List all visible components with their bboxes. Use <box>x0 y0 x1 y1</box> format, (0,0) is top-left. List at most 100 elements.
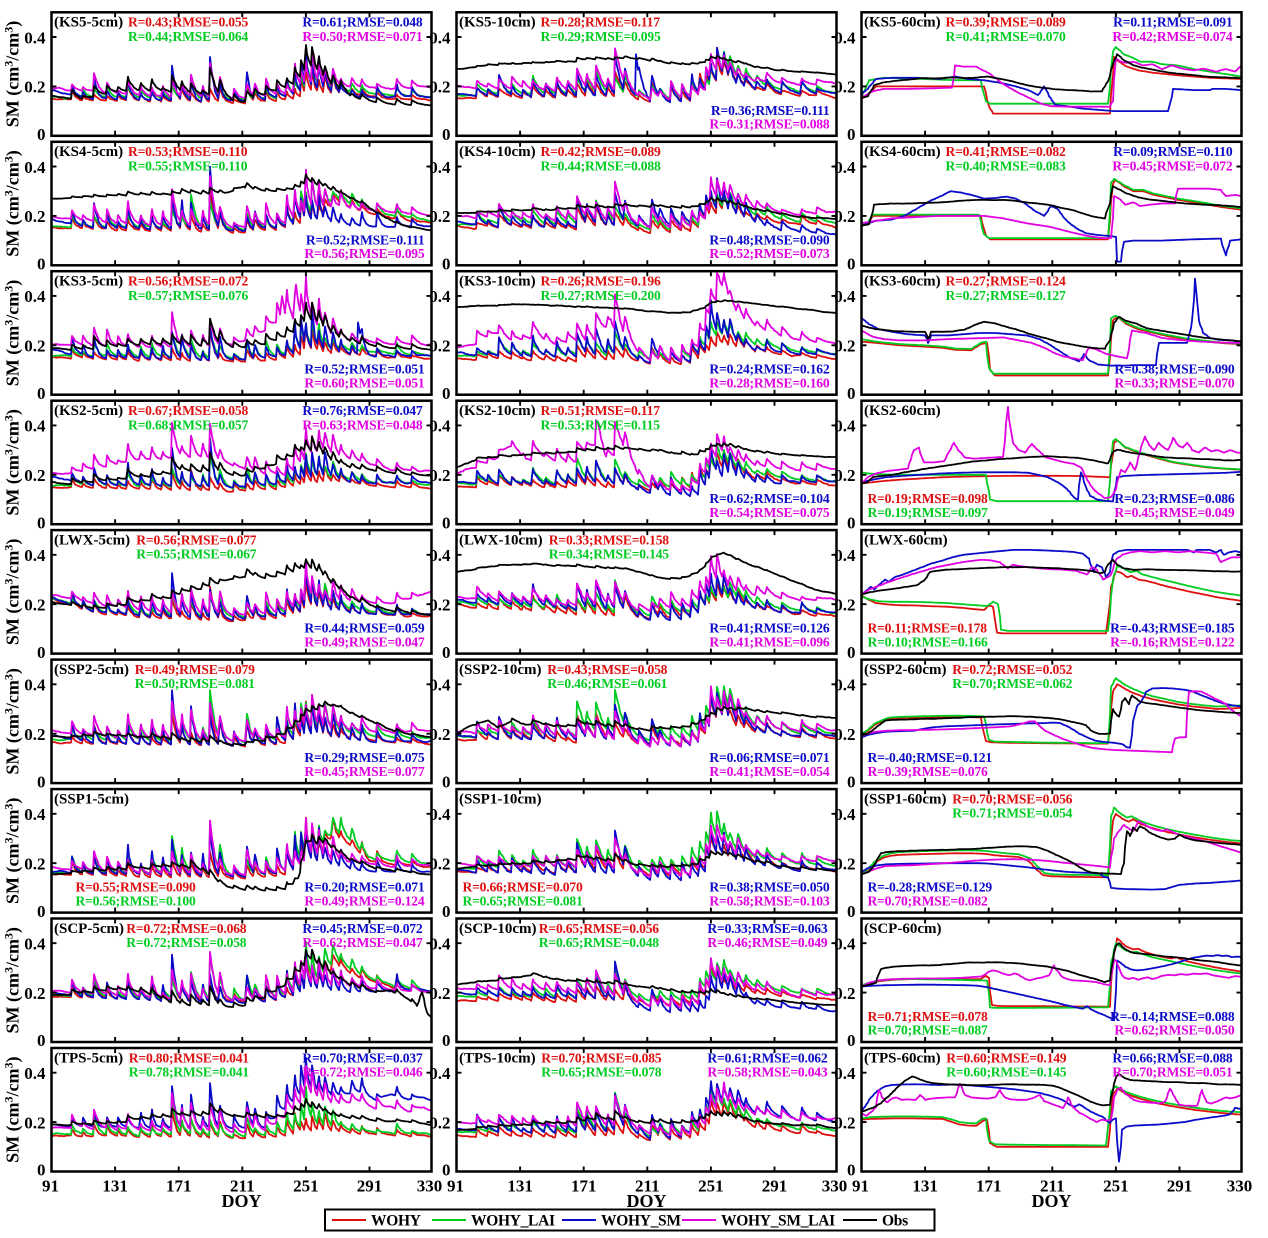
svg-text:SM (cm3/cm3): SM (cm3/cm3) <box>2 280 24 386</box>
svg-text:330: 330 <box>417 1177 443 1196</box>
svg-text:SM (cm3/cm3): SM (cm3/cm3) <box>2 798 24 904</box>
svg-text:0: 0 <box>847 1161 856 1180</box>
svg-text:0.4: 0.4 <box>834 417 856 436</box>
svg-text:0: 0 <box>37 902 46 921</box>
svg-text:0.2: 0.2 <box>24 855 45 874</box>
svg-text:0.2: 0.2 <box>24 1113 45 1132</box>
svg-text:0: 0 <box>847 1031 856 1050</box>
svg-text:R=0.60;RMSE=0.051: R=0.60;RMSE=0.051 <box>304 375 424 390</box>
svg-text:0.2: 0.2 <box>24 78 45 97</box>
svg-text:131: 131 <box>912 1177 938 1196</box>
svg-text:WOHY_LAI: WOHY_LAI <box>471 1213 555 1230</box>
svg-text:0: 0 <box>442 1031 451 1050</box>
svg-text:R=0.56;RMSE=0.077: R=0.56;RMSE=0.077 <box>136 532 256 547</box>
svg-text:0.2: 0.2 <box>24 466 45 485</box>
svg-text:R=0.39;RMSE=0.076: R=0.39;RMSE=0.076 <box>868 764 988 779</box>
svg-text:R=0.51;RMSE=0.117: R=0.51;RMSE=0.117 <box>541 403 661 418</box>
svg-text:R=0.06;RMSE=0.071: R=0.06;RMSE=0.071 <box>709 750 829 765</box>
svg-text:R=0.61;RMSE=0.048: R=0.61;RMSE=0.048 <box>302 15 422 30</box>
svg-text:0: 0 <box>847 902 856 921</box>
svg-text:R=0.70;RMSE=0.037: R=0.70;RMSE=0.037 <box>302 1050 422 1065</box>
svg-text:0: 0 <box>442 1161 451 1180</box>
svg-text:171: 171 <box>166 1177 192 1196</box>
svg-text:0: 0 <box>37 255 46 274</box>
svg-text:211: 211 <box>635 1177 660 1196</box>
svg-text:R=0.50;RMSE=0.071: R=0.50;RMSE=0.071 <box>302 29 422 44</box>
svg-text:0: 0 <box>37 1161 46 1180</box>
svg-text:R=0.27;RMSE=0.127: R=0.27;RMSE=0.127 <box>946 288 1066 303</box>
svg-text:DOY: DOY <box>1032 1191 1072 1211</box>
svg-text:0: 0 <box>847 643 856 662</box>
svg-text:(KS2-60cm): (KS2-60cm) <box>864 403 941 419</box>
svg-text:0.2: 0.2 <box>429 1113 450 1132</box>
svg-text:(TPS-60cm): (TPS-60cm) <box>864 1050 941 1066</box>
svg-text:0.4: 0.4 <box>834 805 856 824</box>
svg-text:0.2: 0.2 <box>834 466 855 485</box>
svg-text:(SSP1-60cm): (SSP1-60cm) <box>864 791 947 807</box>
svg-text:R=0.41;RMSE=0.054: R=0.41;RMSE=0.054 <box>709 764 829 779</box>
svg-text:WOHY: WOHY <box>371 1213 421 1230</box>
svg-text:R=0.20;RMSE=0.071: R=0.20;RMSE=0.071 <box>304 880 424 895</box>
svg-text:0.4: 0.4 <box>429 805 451 824</box>
svg-text:(KS4-10cm): (KS4-10cm) <box>459 144 536 160</box>
svg-text:131: 131 <box>102 1177 128 1196</box>
svg-text:0.2: 0.2 <box>429 725 450 744</box>
svg-text:(TPS-10cm): (TPS-10cm) <box>459 1050 536 1066</box>
svg-text:R=0.70;RMSE=0.056: R=0.70;RMSE=0.056 <box>952 791 1072 806</box>
svg-text:R=0.31;RMSE=0.088: R=0.31;RMSE=0.088 <box>709 117 829 132</box>
svg-text:0.4: 0.4 <box>834 676 856 695</box>
svg-text:0.4: 0.4 <box>24 28 46 47</box>
svg-text:R=0.45;RMSE=0.072: R=0.45;RMSE=0.072 <box>302 921 422 936</box>
svg-text:R=0.72;RMSE=0.058: R=0.72;RMSE=0.058 <box>126 935 246 950</box>
svg-text:0: 0 <box>442 643 451 662</box>
svg-text:R=0.43;RMSE=0.055: R=0.43;RMSE=0.055 <box>128 15 248 30</box>
svg-text:R=0.33;RMSE=0.070: R=0.33;RMSE=0.070 <box>1114 375 1234 390</box>
svg-text:R=0.44;RMSE=0.088: R=0.44;RMSE=0.088 <box>541 158 661 173</box>
svg-text:330: 330 <box>1227 1177 1253 1196</box>
svg-text:SM (cm3/cm3): SM (cm3/cm3) <box>2 21 24 127</box>
svg-text:R=0.55;RMSE=0.067: R=0.55;RMSE=0.067 <box>136 547 256 562</box>
svg-text:R=0.58;RMSE=0.103: R=0.58;RMSE=0.103 <box>709 893 829 908</box>
svg-text:91: 91 <box>42 1177 59 1196</box>
svg-text:R=0.46;RMSE=0.061: R=0.46;RMSE=0.061 <box>547 676 667 691</box>
svg-text:0: 0 <box>442 384 451 403</box>
svg-text:DOY: DOY <box>222 1191 262 1211</box>
svg-text:R=0.36;RMSE=0.111: R=0.36;RMSE=0.111 <box>711 103 830 118</box>
svg-text:0.4: 0.4 <box>429 546 451 565</box>
svg-text:R=0.62;RMSE=0.104: R=0.62;RMSE=0.104 <box>709 491 829 506</box>
svg-text:R=0.70;RMSE=0.085: R=0.70;RMSE=0.085 <box>541 1050 661 1065</box>
svg-text:R=0.70;RMSE=0.087: R=0.70;RMSE=0.087 <box>868 1023 988 1038</box>
svg-text:R=0.34;RMSE=0.145: R=0.34;RMSE=0.145 <box>549 547 669 562</box>
svg-text:0: 0 <box>37 384 46 403</box>
svg-text:0.2: 0.2 <box>834 596 855 615</box>
svg-text:R=0.65;RMSE=0.048: R=0.65;RMSE=0.048 <box>539 935 659 950</box>
svg-text:R=0.55;RMSE=0.110: R=0.55;RMSE=0.110 <box>128 158 248 173</box>
svg-text:R=0.66;RMSE=0.088: R=0.66;RMSE=0.088 <box>1112 1050 1232 1065</box>
svg-text:0: 0 <box>37 513 46 532</box>
svg-text:R=0.39;RMSE=0.089: R=0.39;RMSE=0.089 <box>946 15 1066 30</box>
svg-text:SM (cm3/cm3): SM (cm3/cm3) <box>2 927 24 1033</box>
svg-text:211: 211 <box>1040 1177 1065 1196</box>
svg-text:R=0.62;RMSE=0.047: R=0.62;RMSE=0.047 <box>302 935 422 950</box>
svg-text:R=-0.14;RMSE=0.088: R=-0.14;RMSE=0.088 <box>1110 1009 1235 1024</box>
svg-text:0.2: 0.2 <box>429 855 450 874</box>
svg-text:0.4: 0.4 <box>24 1064 46 1083</box>
svg-text:WOHY_SM: WOHY_SM <box>601 1213 681 1230</box>
svg-text:R=0.40;RMSE=0.083: R=0.40;RMSE=0.083 <box>946 158 1066 173</box>
svg-text:R=-0.16;RMSE=0.122: R=-0.16;RMSE=0.122 <box>1110 634 1235 649</box>
svg-text:R=0.10;RMSE=0.166: R=0.10;RMSE=0.166 <box>868 634 988 649</box>
svg-text:R=0.54;RMSE=0.075: R=0.54;RMSE=0.075 <box>709 505 829 520</box>
svg-text:0.4: 0.4 <box>834 28 856 47</box>
svg-text:R=0.45;RMSE=0.077: R=0.45;RMSE=0.077 <box>304 764 424 779</box>
svg-text:0.2: 0.2 <box>24 337 45 356</box>
svg-text:R=0.61;RMSE=0.062: R=0.61;RMSE=0.062 <box>707 1050 827 1065</box>
svg-text:(SSP2-10cm): (SSP2-10cm) <box>459 662 542 678</box>
svg-text:R=0.72;RMSE=0.046: R=0.72;RMSE=0.046 <box>302 1065 422 1080</box>
svg-text:R=0.58;RMSE=0.043: R=0.58;RMSE=0.043 <box>707 1065 827 1080</box>
svg-text:(KS2-10cm): (KS2-10cm) <box>459 403 536 419</box>
svg-text:0: 0 <box>442 255 451 274</box>
svg-text:0.4: 0.4 <box>24 287 46 306</box>
svg-text:R=0.78;RMSE=0.041: R=0.78;RMSE=0.041 <box>129 1065 249 1080</box>
svg-text:R=0.38;RMSE=0.050: R=0.38;RMSE=0.050 <box>709 880 829 895</box>
svg-text:SM (cm3/cm3): SM (cm3/cm3) <box>2 539 24 645</box>
